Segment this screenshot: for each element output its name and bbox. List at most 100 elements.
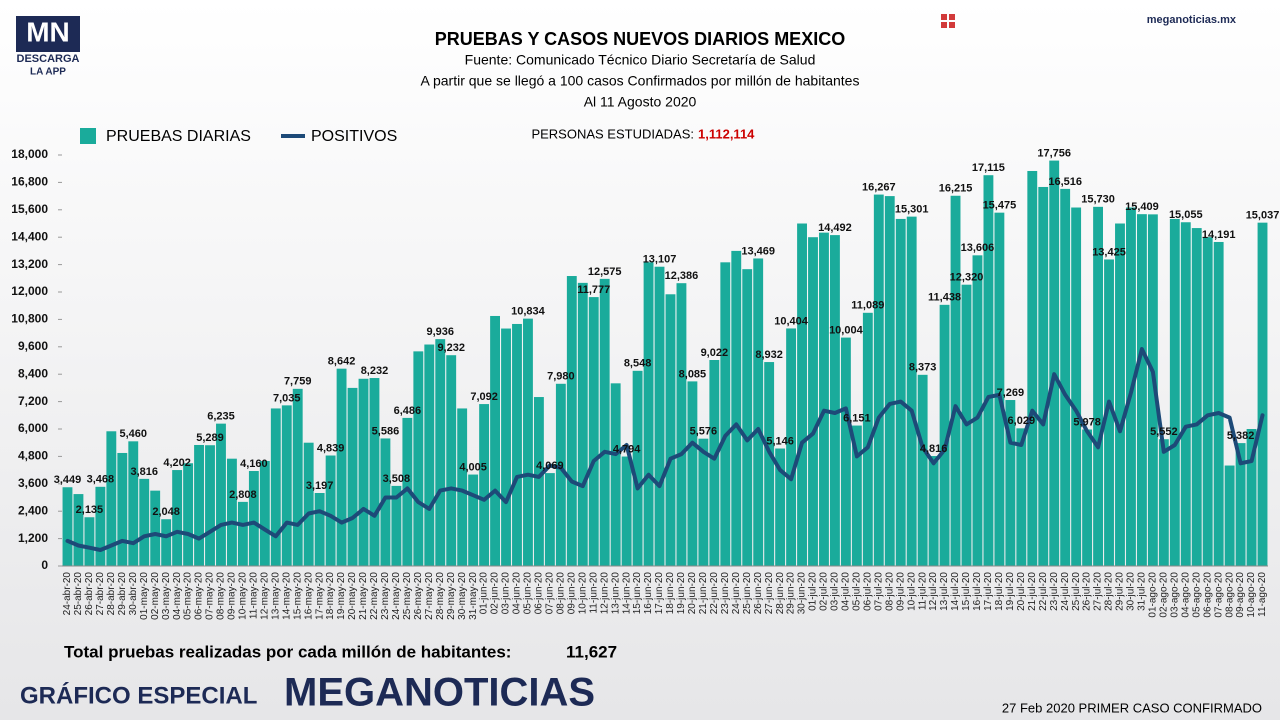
bar <box>194 444 204 566</box>
special: GRÁFICO ESPECIAL <box>20 681 257 709</box>
bar <box>906 216 917 566</box>
x-tick-label: 08-may-20 <box>216 572 227 620</box>
data-label: 4,069 <box>536 460 564 472</box>
x-tick-label: 30-jul-20 <box>1126 572 1137 611</box>
data-label: 12,386 <box>665 270 699 282</box>
bar <box>325 455 336 566</box>
bar <box>1060 188 1071 566</box>
x-tick-label: 10-jul-20 <box>906 572 917 611</box>
x-tick-label: 01-jun-20 <box>479 572 490 615</box>
x-tick-label: 04-may-20 <box>172 572 183 620</box>
x-tick-label: 08-jul-20 <box>884 572 895 611</box>
bar <box>62 487 73 566</box>
y-tick-label: 18,000 <box>11 147 48 161</box>
data-label: 12,575 <box>588 266 622 278</box>
logo: MN <box>26 16 70 47</box>
bar <box>358 378 369 566</box>
bar <box>1049 160 1060 566</box>
bar <box>1082 429 1093 566</box>
bar <box>1246 429 1257 566</box>
bar <box>1213 241 1224 566</box>
line <box>65 347 1265 552</box>
bar <box>555 383 566 566</box>
bar <box>577 282 588 566</box>
data-label: 5,382 <box>1227 430 1255 442</box>
data-label: 13,107 <box>643 254 677 266</box>
annotation-label: PERSONAS ESTUDIADAS: <box>531 126 694 141</box>
x-tick-label: 29-jul-20 <box>1115 572 1126 611</box>
total-label: Total pruebas realizadas por cada millón… <box>64 642 511 661</box>
y-tick-label: 16,800 <box>11 175 48 189</box>
data-label: 8,232 <box>361 365 389 377</box>
data-label: 5,552 <box>1150 426 1178 438</box>
bar <box>1136 214 1147 566</box>
bar <box>676 283 687 566</box>
y-tick-label: 8,400 <box>18 366 48 380</box>
bar <box>687 381 698 566</box>
x-tick-label: 11-ago-20 <box>1257 572 1268 617</box>
bar <box>1235 443 1246 566</box>
x-tick-label: 05-may-20 <box>183 572 194 620</box>
x-tick-label: 24-may-20 <box>391 572 402 620</box>
x-tick-label: 27-jul-20 <box>1093 572 1104 611</box>
x-tick-label: 24-abr-20 <box>62 572 73 616</box>
bar <box>424 344 435 566</box>
data-label: 3,816 <box>130 466 158 478</box>
data-label: 5,576 <box>690 426 718 438</box>
data-label: 5,586 <box>372 425 400 437</box>
y-tick-label: 13,200 <box>11 257 48 271</box>
x-tick-label: 10-may-20 <box>238 572 249 620</box>
x-tick-label: 10-ago-20 <box>1246 572 1257 618</box>
x-tick-label: 08-jun-20 <box>555 572 566 615</box>
x-tick-label: 30-may-20 <box>457 572 468 620</box>
bar <box>917 374 928 566</box>
note: 27 Feb 2020 PRIMER CASO CONFIRMADO <box>1002 700 1262 715</box>
y-tick-label: 9,600 <box>18 339 48 353</box>
x-tick-label: 26-jun-20 <box>753 572 764 615</box>
x-tick-label: 09-ago-20 <box>1235 572 1246 618</box>
y-tick-label: 10,800 <box>11 312 48 326</box>
icon <box>949 14 955 20</box>
bar <box>797 223 807 566</box>
x-tick-label: 18-jun-20 <box>665 572 676 615</box>
x-tick-label: 27-jun-20 <box>764 572 775 615</box>
data-label: 15,409 <box>1125 201 1159 213</box>
x-tick-label: 30-jun-20 <box>797 572 808 615</box>
data-label: 2,135 <box>76 504 104 516</box>
x-tick-label: 05-jun-20 <box>523 572 534 615</box>
data-label: 16,516 <box>1048 176 1082 188</box>
data-label: 4,202 <box>163 457 191 469</box>
bar <box>588 297 599 566</box>
bar <box>446 355 457 566</box>
x-tick-label: 12-jul-20 <box>928 572 939 611</box>
data-label: 17,756 <box>1037 147 1071 159</box>
y-tick-label: 2,400 <box>18 503 48 517</box>
data-label: 3,508 <box>383 473 411 485</box>
bar <box>84 517 95 566</box>
bar <box>1038 186 1049 566</box>
bar <box>862 312 873 566</box>
x-tick-label: 04-jun-20 <box>512 572 523 615</box>
data-label: 3,468 <box>87 474 115 486</box>
data-label: 8,932 <box>755 349 783 361</box>
bar <box>950 195 961 566</box>
x-tick-label: 11-jun-20 <box>588 572 599 614</box>
data-label: 10,404 <box>774 315 809 327</box>
bar <box>336 368 347 566</box>
bar <box>819 232 829 566</box>
x-tick-label: 06-may-20 <box>194 572 205 620</box>
x-tick-label: 25-may-20 <box>402 572 413 620</box>
bar <box>786 328 797 566</box>
data-label: 8,548 <box>624 358 652 370</box>
data-label: 4,794 <box>613 443 641 455</box>
bar <box>1027 170 1038 566</box>
bar <box>205 445 215 566</box>
x-tick-label: 28-may-20 <box>435 572 446 620</box>
bar <box>435 339 446 566</box>
bar <box>840 337 851 566</box>
legend-label: PRUEBAS DIARIAS <box>106 128 251 145</box>
data-label: 5,146 <box>766 435 794 447</box>
data-label: 15,475 <box>983 200 1017 212</box>
x-tick-label: 23-jul-20 <box>1049 572 1060 611</box>
